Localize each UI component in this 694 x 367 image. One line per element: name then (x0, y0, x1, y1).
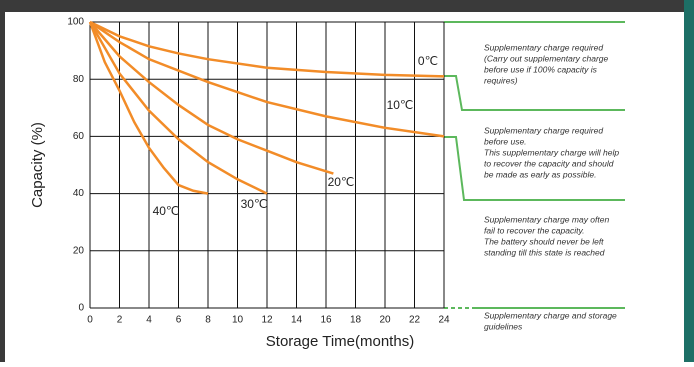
x-tick-label: 20 (379, 315, 391, 326)
x-tick-label: 16 (320, 315, 332, 326)
annotation: before use. (484, 136, 527, 146)
annotation: This supplementary charge will help (484, 147, 619, 157)
series-label: 20℃ (328, 175, 355, 189)
annotation: Supplementary charge and storage (484, 310, 617, 320)
annotation: standing till this state is reached (484, 247, 605, 257)
x-tick-label: 10 (232, 315, 244, 326)
x-tick-label: 24 (438, 315, 450, 326)
series-line (89, 20, 445, 138)
series-label: 0℃ (418, 54, 438, 68)
series-label: 30℃ (241, 197, 268, 211)
y-tick-label: 60 (73, 131, 85, 142)
series-label: 40℃ (153, 204, 180, 218)
annotation: The battery should never be left (484, 236, 604, 246)
x-tick-label: 2 (117, 315, 123, 326)
x-tick-label: 4 (146, 315, 152, 326)
annotation: to recover the capacity and should (484, 158, 614, 168)
x-tick-label: 18 (350, 315, 362, 326)
series-line (89, 21, 334, 175)
annotation: fail to recover the capacity. (484, 225, 584, 235)
series-line (89, 20, 445, 78)
annotation: guidelines (484, 321, 523, 331)
annotation: (Carry out supplementary charge (484, 53, 609, 63)
x-tick-label: 8 (205, 315, 211, 326)
x-tick-label: 0 (87, 315, 93, 326)
x-tick-label: 22 (409, 315, 421, 326)
zone-line (444, 136, 625, 201)
x-tick-label: 14 (291, 315, 303, 326)
annotation: requires) (484, 75, 518, 85)
y-tick-label: 0 (78, 303, 84, 314)
x-tick-label: 6 (176, 315, 182, 326)
zone-line (444, 75, 625, 111)
y-tick-label: 40 (73, 188, 85, 199)
series-line (88, 21, 268, 195)
y-tick-label: 20 (73, 245, 85, 256)
x-tick-label: 12 (261, 315, 273, 326)
x-axis-title: Storage Time(months) (266, 333, 414, 350)
annotation: Supplementary charge may often (484, 214, 609, 224)
series-label: 10℃ (387, 98, 414, 112)
side-strip (684, 0, 694, 362)
y-tick-label: 100 (67, 17, 84, 28)
annotation: Supplementary charge required (484, 42, 603, 52)
y-tick-label: 80 (73, 74, 85, 85)
series-line (88, 21, 209, 195)
zones (444, 21, 625, 309)
annotation: Supplementary charge required (484, 125, 603, 135)
annotation: be made as early as possible. (484, 169, 596, 179)
y-axis-title: Capacity (%) (29, 122, 46, 208)
annotation: before use if 100% capacity is (484, 64, 598, 74)
